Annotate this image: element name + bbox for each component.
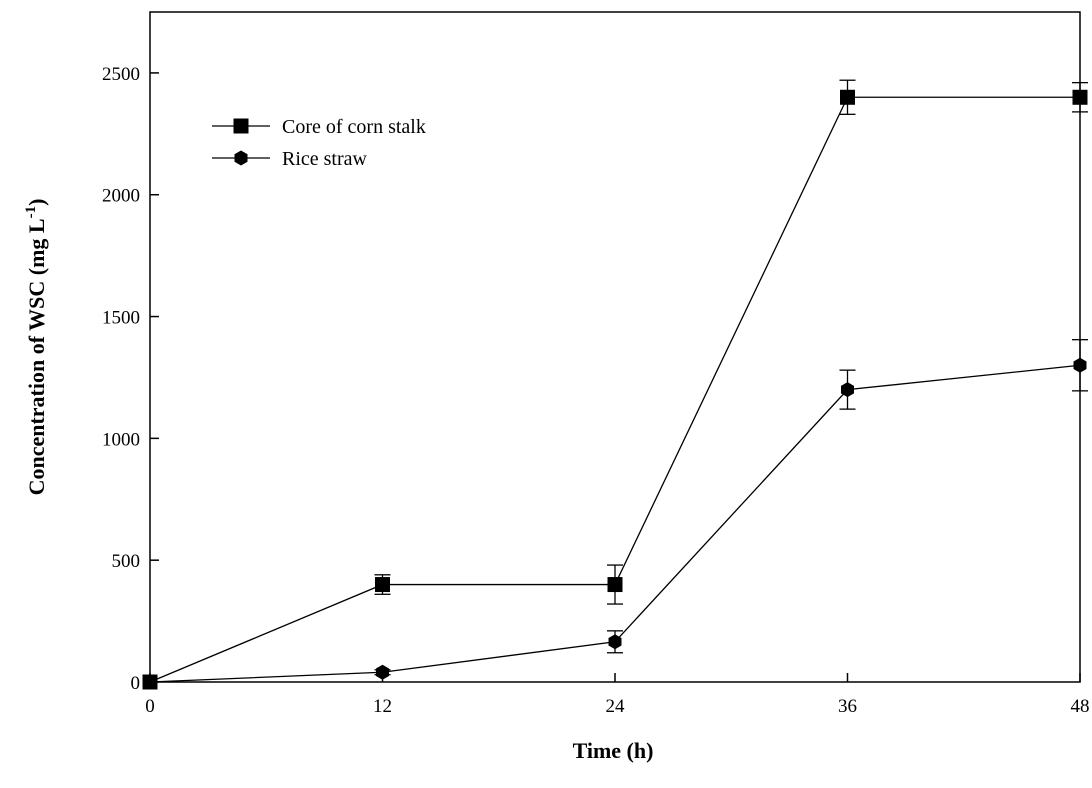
x-tick-label-36: 36	[838, 696, 857, 717]
data-point-0-1	[375, 577, 390, 593]
data-point-1-2	[608, 634, 622, 650]
series-0	[142, 79, 1088, 690]
data-point-0-3	[840, 89, 855, 105]
y-axis-title-main: Concentration of WSC (mg L	[24, 218, 49, 495]
y-tick-label-2000: 2000	[102, 186, 140, 207]
legend-marker-1	[234, 150, 248, 166]
y-tick-label-500: 500	[112, 551, 141, 572]
series-layer	[142, 79, 1088, 690]
y-axis-title: Concentration of WSC (mg L-1)	[23, 199, 49, 496]
legend-label-0: Core of corn stalk	[282, 116, 426, 138]
y-axis-title-suffix: )	[24, 199, 49, 206]
x-tick-label-24: 24	[606, 696, 626, 717]
data-point-0-4	[1072, 89, 1088, 105]
x-tick-label-12: 12	[373, 696, 392, 717]
data-point-1-1	[376, 664, 389, 680]
y-tick-label-1000: 1000	[102, 429, 140, 450]
x-tick-label-48: 48	[1071, 696, 1090, 717]
data-point-1-3	[841, 382, 854, 398]
y-tick-label-2500: 2500	[102, 64, 140, 85]
y-tick-label-1500: 1500	[102, 308, 140, 329]
x-axis-title: Time (h)	[573, 738, 654, 763]
legend-marker-0	[233, 118, 249, 134]
y-axis-title-superscript: -1	[23, 206, 39, 219]
data-point-1-4	[1073, 357, 1087, 373]
series-1	[143, 339, 1088, 690]
legend: Core of corn stalk Rice straw	[212, 116, 426, 170]
data-point-0-2	[607, 577, 623, 593]
y-tick-label-0: 0	[131, 673, 141, 694]
legend-label-1: Rice straw	[282, 148, 368, 170]
x-axis-ticks: 0 12 24 36 48	[145, 673, 1090, 717]
y-axis-ticks: 0 500 1000 1500 2000 2500	[102, 64, 159, 694]
x-tick-label-0: 0	[145, 696, 155, 717]
data-point-1-0	[143, 674, 157, 690]
